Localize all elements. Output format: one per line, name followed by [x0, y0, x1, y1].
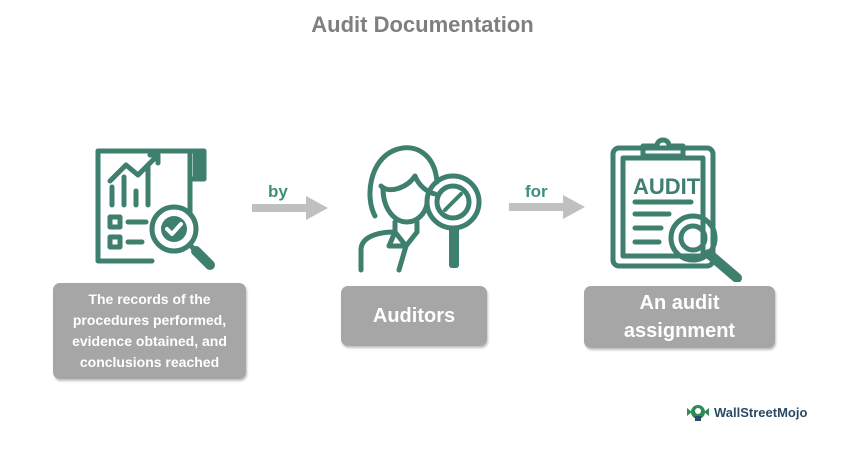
- diagram-title: Audit Documentation: [311, 12, 534, 37]
- brand-name: WallStreetMojo: [714, 404, 808, 420]
- auditor-person-magnifier-icon: [358, 145, 482, 273]
- brand-logo-icon: [687, 405, 709, 421]
- svg-text:AUDIT: AUDIT: [633, 174, 701, 199]
- arrow-right-icon: [252, 196, 328, 220]
- node-label-assignment: An audit assignment: [623, 292, 736, 342]
- node-box-assignment: An audit assignment: [584, 286, 775, 348]
- node-label-records: The records of the procedures performed,…: [72, 291, 227, 370]
- connector-label-by: by: [268, 182, 288, 201]
- brand-logo: WallStreetMojo: [686, 402, 807, 422]
- node-box-auditors: Auditors: [341, 286, 487, 346]
- report-chart-magnifier-icon: [95, 148, 215, 270]
- connector-label-for: for: [525, 182, 548, 201]
- node-box-records: The records of the procedures performed,…: [53, 283, 246, 379]
- node-label-auditors: Auditors: [372, 304, 456, 327]
- arrow-right-icon: [509, 195, 585, 219]
- audit-clipboard-magnifier-icon: AUDIT: [610, 137, 742, 282]
